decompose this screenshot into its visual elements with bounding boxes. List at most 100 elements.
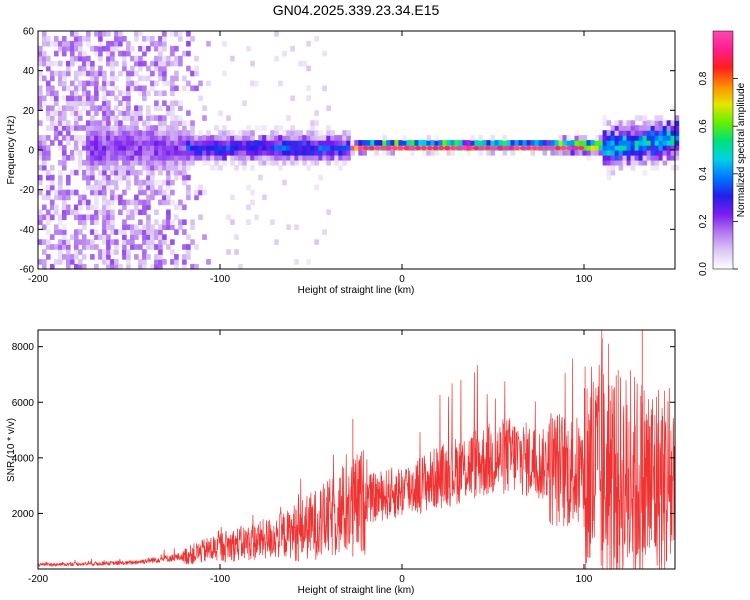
- spectrogram-cell: [106, 130, 111, 136]
- spectrogram-cell: [626, 125, 632, 131]
- spectrogram-cell: [230, 145, 235, 151]
- spectrogram-cell: [114, 45, 119, 52]
- spectrogram-cell: [142, 234, 147, 240]
- spectrogram-cell: [142, 120, 147, 126]
- spectrogram-cell: [254, 125, 259, 131]
- spectrogram-cell: [194, 55, 199, 62]
- spectrogram-cell: [102, 75, 107, 82]
- spectrogram-cell: [78, 164, 83, 171]
- spectrogram-cell: [586, 150, 592, 156]
- spectrogram-cell: [638, 150, 644, 156]
- spectrogram-cell: [82, 224, 87, 230]
- spectrogram-peak: [543, 145, 550, 151]
- spectrogram-cell: [666, 155, 672, 161]
- spectrogram-cell: [478, 140, 483, 146]
- spectrogram-cell: [158, 40, 163, 47]
- spectrogram-cell: [158, 130, 163, 136]
- spectrogram-cell: [206, 150, 211, 156]
- spectrogram-cell: [266, 159, 271, 166]
- spectrogram-cell: [102, 199, 107, 206]
- spectrogram-cell: [382, 140, 387, 146]
- spectrogram-cell: [170, 164, 175, 171]
- spectrogram-cell: [142, 145, 147, 151]
- spectrogram-cell: [86, 244, 91, 250]
- spectrogram-cell: [654, 135, 660, 141]
- spectrogram-cell: [98, 234, 103, 240]
- spectrogram-cell: [122, 254, 127, 260]
- spectrogram-cell: [206, 80, 211, 87]
- spectrogram-cell: [74, 100, 79, 106]
- spectrogram-cell: [642, 125, 648, 131]
- spectrogram-cell: [74, 264, 79, 270]
- spectrogram-cell: [310, 145, 315, 151]
- spectrogram-cell: [102, 90, 107, 97]
- spectrogram-peak: [455, 145, 462, 151]
- spectrogram-peak: [537, 145, 544, 151]
- spectrogram-cell: [142, 60, 147, 67]
- spectrogram-cell: [162, 115, 167, 121]
- spectrogram-cell: [554, 150, 560, 156]
- spectrogram-cell: [290, 125, 295, 131]
- spectrogram-peak: [362, 145, 369, 151]
- spectrogram-cell: [158, 55, 163, 62]
- spectrogram-cell: [182, 85, 187, 92]
- spectrogram-cell: [158, 105, 163, 111]
- spectrogram-cell: [214, 159, 219, 166]
- spectrogram-cell: [274, 155, 279, 161]
- spectrogram-cell: [666, 120, 672, 126]
- spectrogram-cell: [662, 155, 668, 161]
- spectrogram-cell: [206, 145, 211, 151]
- spectrogram-cell: [118, 140, 123, 146]
- spectrogram-cell: [218, 150, 223, 156]
- spectrogram-x-tick-label: -200: [28, 274, 48, 285]
- spectrogram-cell: [58, 120, 63, 126]
- spectrogram-cell: [186, 234, 191, 240]
- spectrogram-cell: [90, 174, 95, 181]
- spectrogram-cell: [574, 140, 580, 146]
- spectrogram-cell: [278, 135, 283, 141]
- spectrogram-cell: [322, 85, 327, 92]
- spectrogram-cell: [138, 115, 143, 121]
- spectrogram-cell: [142, 254, 147, 260]
- spectrogram-cell: [94, 189, 99, 196]
- spectrogram-cell: [206, 155, 211, 161]
- spectrogram-cell: [654, 115, 660, 121]
- spectrogram-cell: [130, 159, 135, 166]
- spectrogram-cell: [46, 145, 51, 151]
- spectrogram-cell: [98, 50, 103, 57]
- spectrogram-cell: [262, 145, 267, 151]
- spectrogram-cell: [626, 130, 632, 136]
- spectrogram-peak: [519, 145, 526, 151]
- spectrogram-cell: [110, 40, 115, 47]
- spectrogram-cell: [142, 259, 147, 265]
- spectrogram-cell: [62, 254, 67, 260]
- spectrogram-cell: [114, 125, 119, 131]
- spectrogram-cell: [326, 209, 331, 216]
- spectrogram-cell: [182, 120, 187, 126]
- spectrogram-cell: [242, 164, 247, 171]
- snr-line: [37, 329, 676, 570]
- spectrogram-cell: [98, 125, 103, 131]
- spectrogram-cell: [66, 95, 71, 102]
- spectrogram-cell: [106, 90, 111, 97]
- spectrogram-peak: [554, 145, 561, 151]
- spectrogram-cell: [170, 85, 175, 92]
- spectrogram-cell: [102, 100, 107, 106]
- spectrogram-cell: [190, 70, 195, 77]
- spectrogram-cell: [54, 100, 59, 106]
- spectrogram-cell: [38, 90, 43, 97]
- spectrogram-cell: [170, 239, 175, 245]
- spectrogram-cell: [546, 140, 552, 146]
- spectrogram-cell: [102, 164, 107, 171]
- spectrogram-cell: [326, 135, 331, 141]
- spectrogram-cell: [298, 140, 303, 146]
- spectrogram-cell: [74, 90, 79, 97]
- spectrogram-cell: [242, 135, 247, 141]
- spectrogram-cell: [102, 150, 107, 156]
- spectrogram-cell: [302, 135, 307, 141]
- spectrogram-cell: [42, 150, 47, 156]
- spectrogram-cell: [154, 229, 159, 235]
- spectrogram-cell: [290, 159, 295, 166]
- spectrogram-cell: [158, 169, 163, 176]
- spectrogram-cell: [270, 145, 275, 151]
